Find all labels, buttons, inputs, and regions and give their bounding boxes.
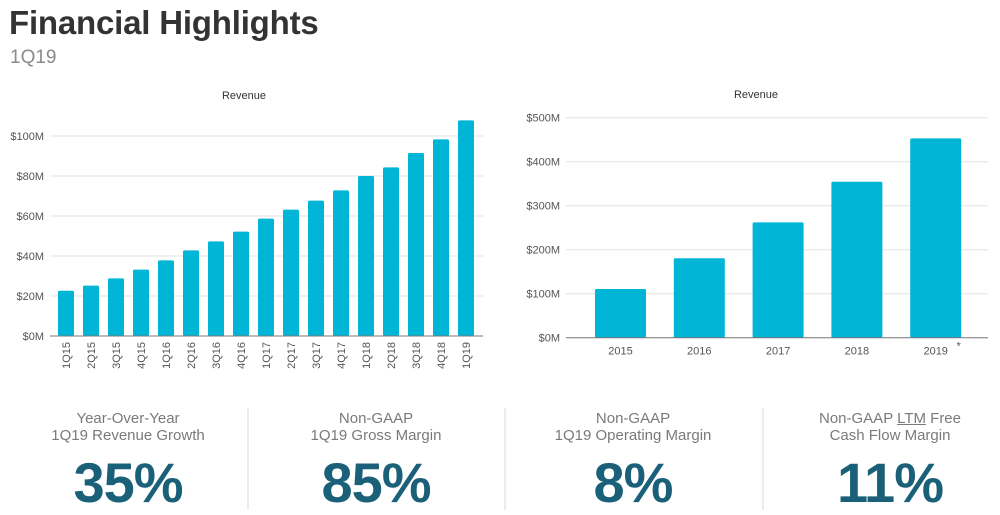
x-tick-label: 2Q18: [386, 342, 398, 369]
x-tick-label: 2018: [845, 346, 869, 358]
kpi-label-line2: Cash Flow Margin: [829, 427, 951, 444]
x-tick-label: 3Q16: [211, 342, 223, 369]
bar: [752, 222, 804, 338]
x-tick-label: 2016: [687, 346, 711, 358]
x-tick-label: 2019: [923, 346, 947, 358]
y-tick-label: $400M: [526, 157, 560, 169]
quarterly-revenue-chart: Revenue $0M $20M $40M $60M $80M $100M 1Q15 2Q15 3…: [10, 90, 483, 369]
y-tick-label: $300M: [526, 201, 560, 213]
page-subtitle: 1Q19: [10, 47, 57, 68]
x-tick-label: 2Q16: [186, 342, 198, 369]
bar: [233, 231, 249, 336]
kpi-label-text: Non-GAAP: [819, 410, 898, 427]
y-tick-label: $80M: [16, 171, 44, 183]
kpi-divider: [762, 408, 764, 510]
bar: [433, 139, 449, 336]
footnote-asterisk: *: [957, 341, 962, 353]
y-tick-label: $20M: [16, 291, 44, 303]
bar: [83, 285, 99, 336]
kpi-label: Non-GAAP 1Q19 Operating Margin: [513, 410, 753, 444]
kpi-label: Non-GAAP LTM Free Cash Flow Margin: [770, 410, 1000, 444]
y-tick-label: $200M: [526, 245, 560, 257]
bar: [58, 290, 74, 336]
kpi-label-line1: Non-GAAP LTM Free: [770, 410, 1000, 427]
kpi-value: 11%: [837, 451, 944, 514]
bar: [831, 181, 883, 338]
ltm-link[interactable]: LTM: [897, 410, 926, 427]
bar: [133, 269, 149, 336]
kpi-label-text: Free: [925, 410, 961, 427]
x-tick-label: 2Q15: [86, 342, 98, 369]
kpi-label: Non-GAAP 1Q19 Gross Margin: [256, 410, 496, 444]
bar: [383, 167, 399, 336]
x-tick-label: 4Q15: [136, 342, 148, 369]
bar: [408, 153, 424, 336]
bar: [183, 250, 199, 336]
kpi-value: 85%: [321, 451, 431, 514]
bar: [308, 200, 324, 336]
y-tick-label: $60M: [16, 211, 44, 223]
bar: [595, 288, 646, 338]
bar: [673, 258, 725, 338]
bar: [358, 176, 374, 336]
kpi-label-line2: 1Q19 Operating Margin: [554, 427, 712, 444]
bar: [208, 241, 224, 336]
annual-revenue-chart: Revenue $0M $100M $200M $300M $400M $500M 2015 2…: [526, 89, 988, 358]
kpi-label-line1: Non-GAAP: [595, 410, 671, 427]
kpi-operating-margin: Non-GAAP 1Q19 Operating Margin 8%: [513, 410, 753, 513]
page-title: Financial Highlights: [9, 4, 319, 41]
x-tick-label: 3Q18: [411, 342, 423, 369]
y-tick-label: $500M: [526, 113, 560, 125]
x-tick-label: 4Q17: [336, 342, 348, 369]
kpi-label-line1: Year-Over-Year: [76, 410, 180, 427]
bar: [333, 190, 349, 336]
bar: [910, 138, 962, 338]
kpi-label-line1: Non-GAAP: [338, 410, 414, 427]
bar: [108, 278, 124, 336]
bar: [158, 260, 174, 336]
x-tick-label: 1Q18: [361, 342, 373, 369]
bar: [458, 120, 474, 337]
x-tick-label: 4Q16: [236, 342, 248, 369]
y-tick-label: $0M: [23, 331, 44, 343]
y-tick-label: $40M: [16, 251, 44, 263]
y-tick-label: $0M: [539, 333, 560, 345]
kpi-label-line2: 1Q19 Gross Margin: [310, 427, 442, 444]
x-tick-label: 4Q18: [436, 342, 448, 369]
kpi-fcf-margin: Non-GAAP LTM Free Cash Flow Margin 11%: [770, 410, 1000, 513]
kpi-divider: [504, 408, 506, 510]
bar: [258, 218, 274, 336]
x-tick-label: 1Q19: [461, 342, 473, 369]
chart-title: Revenue: [734, 89, 778, 101]
kpi-divider: [247, 408, 249, 510]
kpi-value: 35%: [73, 451, 183, 514]
kpi-value: 8%: [593, 451, 674, 514]
kpi-gross-margin: Non-GAAP 1Q19 Gross Margin 85%: [256, 410, 496, 513]
x-tick-label: 3Q17: [311, 342, 323, 369]
bar: [283, 209, 299, 336]
x-tick-label: 2015: [608, 346, 632, 358]
x-tick-label: 2Q17: [286, 342, 298, 369]
x-tick-label: 2017: [766, 346, 790, 358]
x-tick-label: 1Q16: [161, 342, 173, 369]
kpi-label: Year-Over-Year 1Q19 Revenue Growth: [8, 410, 248, 444]
kpi-label-line2: 1Q19 Revenue Growth: [51, 427, 205, 444]
y-tick-label: $100M: [10, 131, 44, 143]
x-tick-label: 1Q17: [261, 342, 273, 369]
x-tick-label: 1Q15: [61, 342, 73, 369]
y-tick-label: $100M: [526, 289, 560, 301]
chart-title: Revenue: [222, 90, 266, 102]
x-tick-label: 3Q15: [111, 342, 123, 369]
kpi-revenue-growth: Year-Over-Year 1Q19 Revenue Growth 35%: [8, 410, 248, 513]
